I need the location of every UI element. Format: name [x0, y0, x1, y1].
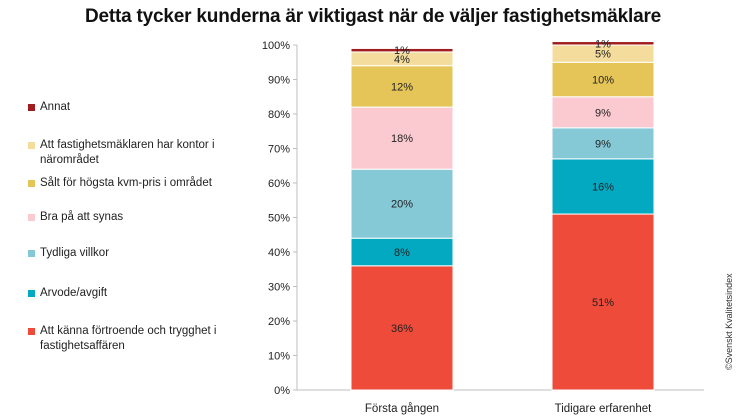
legend-swatch [28, 290, 35, 297]
legend-swatch [28, 142, 35, 149]
legend-label: Att fastighetsmäklaren har kontor i näro… [40, 139, 215, 166]
copyright-watermark: ©Svenskt Kvalitetsindex [724, 273, 734, 370]
legend-item: Tydliga villkor [28, 246, 253, 261]
data-label: 16% [592, 181, 614, 193]
y-tick-label: 20% [268, 316, 290, 328]
legend-swatch [28, 104, 35, 111]
data-label: 4% [394, 54, 410, 66]
data-label: 36% [391, 323, 413, 335]
legend-label: Arvode/avgift [40, 287, 108, 299]
data-label: 5% [595, 49, 611, 61]
bar-segment [350, 168, 454, 239]
legend-label: Bra på att synas [40, 211, 124, 223]
legend-item: Arvode/avgift [28, 286, 253, 301]
legend-swatch [28, 180, 35, 187]
x-category-label: Första gången [365, 403, 439, 415]
legend-swatch [28, 250, 35, 257]
data-label: 9% [595, 107, 611, 119]
bar-segment [551, 41, 655, 46]
legend-swatch [28, 328, 35, 335]
legend-item: Sålt för högsta kvm-pris i området [28, 176, 253, 191]
y-tick-label: 30% [268, 282, 290, 294]
x-category-label: Tidigare erfarenhet [555, 403, 653, 415]
bar-segment [551, 213, 655, 391]
legend-item: Bra på att synas [28, 210, 253, 225]
legend-item: Att fastighetsmäklaren har kontor i näro… [28, 138, 253, 168]
y-tick-label: 0% [274, 385, 290, 397]
chart-title: Detta tycker kunderna är viktigast när d… [84, 6, 662, 27]
legend-label: Annat [40, 101, 71, 113]
legend-swatch [28, 214, 35, 221]
bar-segment [350, 265, 454, 391]
y-tick-label: 100% [262, 40, 290, 52]
data-label: 1% [595, 38, 611, 50]
data-label: 1% [394, 45, 410, 57]
y-tick-label: 80% [268, 109, 290, 121]
data-label: 51% [592, 297, 614, 309]
y-tick-label: 50% [268, 213, 290, 225]
y-tick-label: 10% [268, 351, 290, 363]
legend-item: Annat [28, 100, 253, 115]
y-tick-label: 90% [268, 75, 290, 87]
data-label: 10% [592, 75, 614, 87]
data-label: 9% [595, 138, 611, 150]
legend-label: Att känna förtroende och trygghet i fast… [40, 325, 217, 352]
y-tick-label: 70% [268, 144, 290, 156]
data-label: 12% [391, 81, 413, 93]
legend: Annat Att fastighetsmäklaren har kontor i… [28, 90, 253, 380]
y-tick-label: 40% [268, 247, 290, 259]
data-label: 8% [394, 247, 410, 259]
y-tick-label: 60% [268, 178, 290, 190]
data-label: 20% [391, 199, 413, 211]
bar-segment [350, 47, 454, 53]
legend-label: Tydliga villkor [40, 247, 110, 259]
bar-segment [551, 61, 655, 98]
legend-label: Sålt för högsta kvm-pris i området [40, 177, 212, 189]
legend-item: Att känna förtroende och trygghet i fast… [28, 324, 253, 354]
bar-segment [350, 65, 454, 108]
bar-segment [350, 237, 454, 267]
data-label: 18% [391, 133, 413, 145]
bar-segment [350, 106, 454, 170]
